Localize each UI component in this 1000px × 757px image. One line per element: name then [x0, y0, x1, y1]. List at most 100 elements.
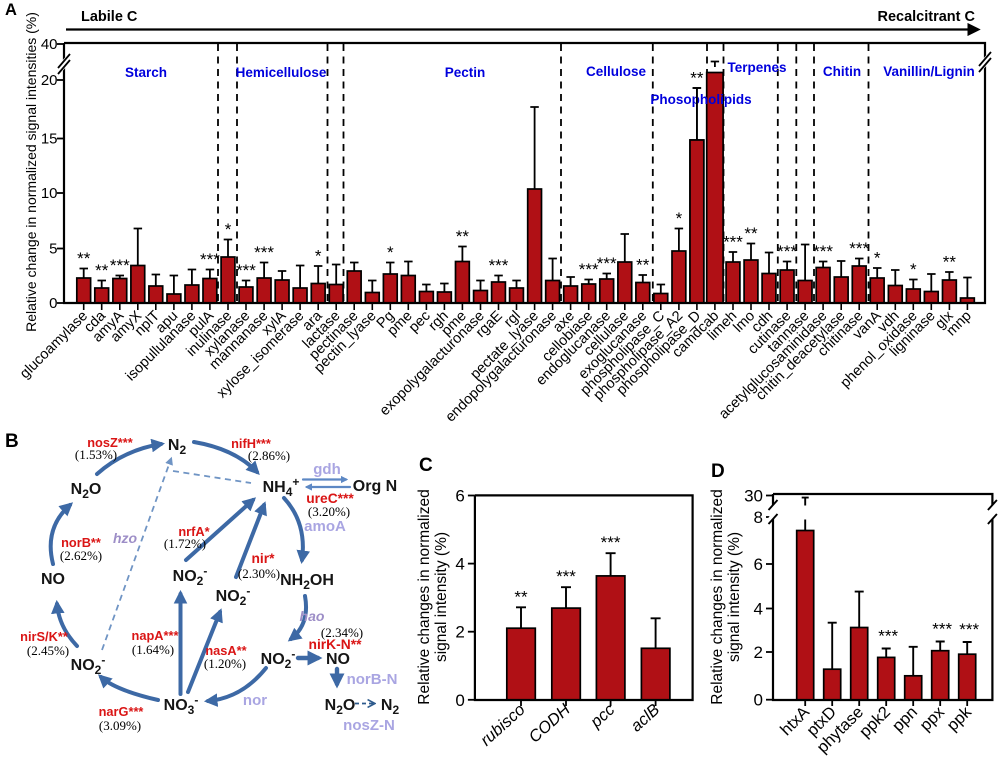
svg-text:Pectin: Pectin [445, 65, 486, 80]
svg-text:Recalcitrant C: Recalcitrant C [877, 9, 975, 25]
svg-text:A: A [5, 1, 17, 19]
svg-text:nosZ***: nosZ*** [87, 435, 133, 450]
svg-text:hao: hao [300, 608, 325, 624]
svg-text:(1.72%): (1.72%) [164, 536, 206, 551]
svg-text:Hemicellulose: Hemicellulose [236, 65, 327, 80]
svg-text:Relative change in normalized: Relative change in normalized signal int… [23, 12, 39, 332]
svg-text:C: C [419, 455, 433, 476]
svg-text:Relative changes in normalized: Relative changes in normalized [709, 489, 726, 704]
svg-text:**: ** [514, 587, 528, 606]
svg-text:gdh: gdh [313, 461, 341, 478]
svg-text:nor: nor [243, 692, 267, 709]
svg-text:Phosopholipids: Phosopholipids [650, 92, 751, 107]
svg-text:***: *** [932, 620, 952, 639]
svg-text:8: 8 [754, 508, 763, 527]
svg-text:(1.64%): (1.64%) [132, 642, 174, 657]
svg-text:**: ** [636, 256, 650, 275]
svg-text:Labile C: Labile C [81, 9, 138, 25]
svg-text:2: 2 [455, 623, 464, 642]
svg-text:Vanillin/Lignin: Vanillin/Lignin [883, 64, 975, 79]
svg-text:nrfA*: nrfA* [178, 524, 209, 539]
svg-text:6: 6 [455, 487, 464, 506]
svg-text:**: ** [943, 253, 957, 272]
svg-text:Chitin: Chitin [823, 64, 861, 79]
svg-text:(2.45%): (2.45%) [27, 643, 69, 658]
svg-text:40: 40 [41, 36, 58, 53]
svg-text:*: * [315, 247, 322, 266]
svg-text:NO2-: NO2- [71, 653, 106, 677]
svg-text:nifH***: nifH*** [231, 436, 271, 451]
svg-text:(2.62%): (2.62%) [60, 548, 102, 563]
svg-text:*: * [910, 260, 917, 279]
svg-text:(3.09%): (3.09%) [99, 718, 141, 733]
svg-text:NH2OH: NH2OH [280, 572, 334, 592]
svg-text:norB-N: norB-N [347, 671, 398, 688]
svg-text:0: 0 [49, 295, 57, 312]
svg-text:(1.20%): (1.20%) [204, 656, 246, 671]
svg-text:NO2-: NO2- [173, 564, 208, 588]
svg-text:15: 15 [41, 131, 58, 148]
svg-text:(2.30%): (2.30%) [238, 566, 280, 581]
svg-text:*: * [387, 243, 394, 262]
svg-text:Cellulose: Cellulose [586, 64, 647, 79]
svg-text:(1.53%): (1.53%) [75, 447, 117, 462]
svg-text:2: 2 [754, 643, 763, 662]
svg-text:Starch: Starch [125, 65, 167, 80]
svg-text:norB**: norB** [61, 535, 101, 550]
svg-text:(2.86%): (2.86%) [248, 448, 290, 463]
svg-text:Relative changes in normalized: Relative changes in normalized [416, 489, 433, 704]
svg-text:NO: NO [41, 571, 65, 588]
svg-text:B: B [5, 431, 19, 452]
svg-text:*: * [676, 209, 683, 228]
svg-text:10: 10 [41, 185, 58, 202]
svg-text:N2O: N2O [325, 697, 356, 717]
svg-text:***: *** [849, 239, 869, 258]
svg-text:amoA: amoA [304, 518, 346, 535]
svg-text:NO2-: NO2- [216, 584, 251, 608]
svg-text:***: *** [777, 242, 797, 261]
svg-text:signal intensity (%): signal intensity (%) [433, 532, 450, 662]
svg-text:nirS/K**: nirS/K** [20, 629, 68, 644]
svg-text:**: ** [95, 261, 109, 280]
svg-text:ureC***: ureC*** [306, 491, 354, 506]
svg-text:***: *** [200, 250, 220, 269]
svg-text:signal intensity (%): signal intensity (%) [726, 532, 743, 662]
svg-text:***: *** [489, 256, 509, 275]
svg-text:nir*: nir* [252, 551, 276, 566]
svg-text:30: 30 [744, 487, 763, 506]
svg-text:N2O: N2O [71, 481, 102, 501]
svg-text:NH4+: NH4+ [263, 475, 300, 499]
svg-text:NO2-: NO2- [261, 647, 296, 671]
svg-text:narG***: narG*** [99, 704, 144, 719]
svg-text:***: *** [878, 627, 898, 646]
svg-text:**: ** [690, 69, 704, 88]
svg-text:NO3-: NO3- [164, 693, 199, 717]
svg-text:Org N: Org N [353, 478, 397, 495]
svg-text:4: 4 [455, 555, 464, 574]
svg-text:***: *** [601, 533, 621, 552]
svg-text:0: 0 [754, 691, 763, 710]
svg-text:(3.20%): (3.20%) [308, 504, 350, 519]
svg-text:nosZ-N: nosZ-N [343, 717, 395, 734]
svg-text:D: D [711, 461, 725, 482]
svg-text:***: *** [254, 243, 274, 262]
svg-text:**: ** [744, 224, 758, 243]
svg-text:***: *** [236, 261, 256, 280]
svg-text:***: *** [556, 567, 576, 586]
svg-text:*: * [874, 249, 881, 268]
svg-text:hzo: hzo [113, 530, 138, 546]
svg-text:**: ** [456, 227, 470, 246]
svg-text:***: *** [959, 620, 979, 639]
svg-text:***: *** [110, 256, 130, 275]
svg-text:nirK-N**: nirK-N** [309, 637, 363, 652]
svg-text:NO: NO [326, 651, 350, 668]
svg-text:***: *** [813, 242, 833, 261]
svg-text:nasA**: nasA** [205, 643, 246, 658]
svg-text:5: 5 [49, 241, 57, 258]
svg-text:**: ** [77, 249, 91, 268]
svg-text:napA***: napA*** [132, 628, 179, 643]
svg-text:***: *** [597, 254, 617, 273]
svg-text:6: 6 [754, 555, 763, 574]
svg-text:Terpenes: Terpenes [727, 60, 786, 75]
svg-text:0: 0 [455, 691, 464, 710]
